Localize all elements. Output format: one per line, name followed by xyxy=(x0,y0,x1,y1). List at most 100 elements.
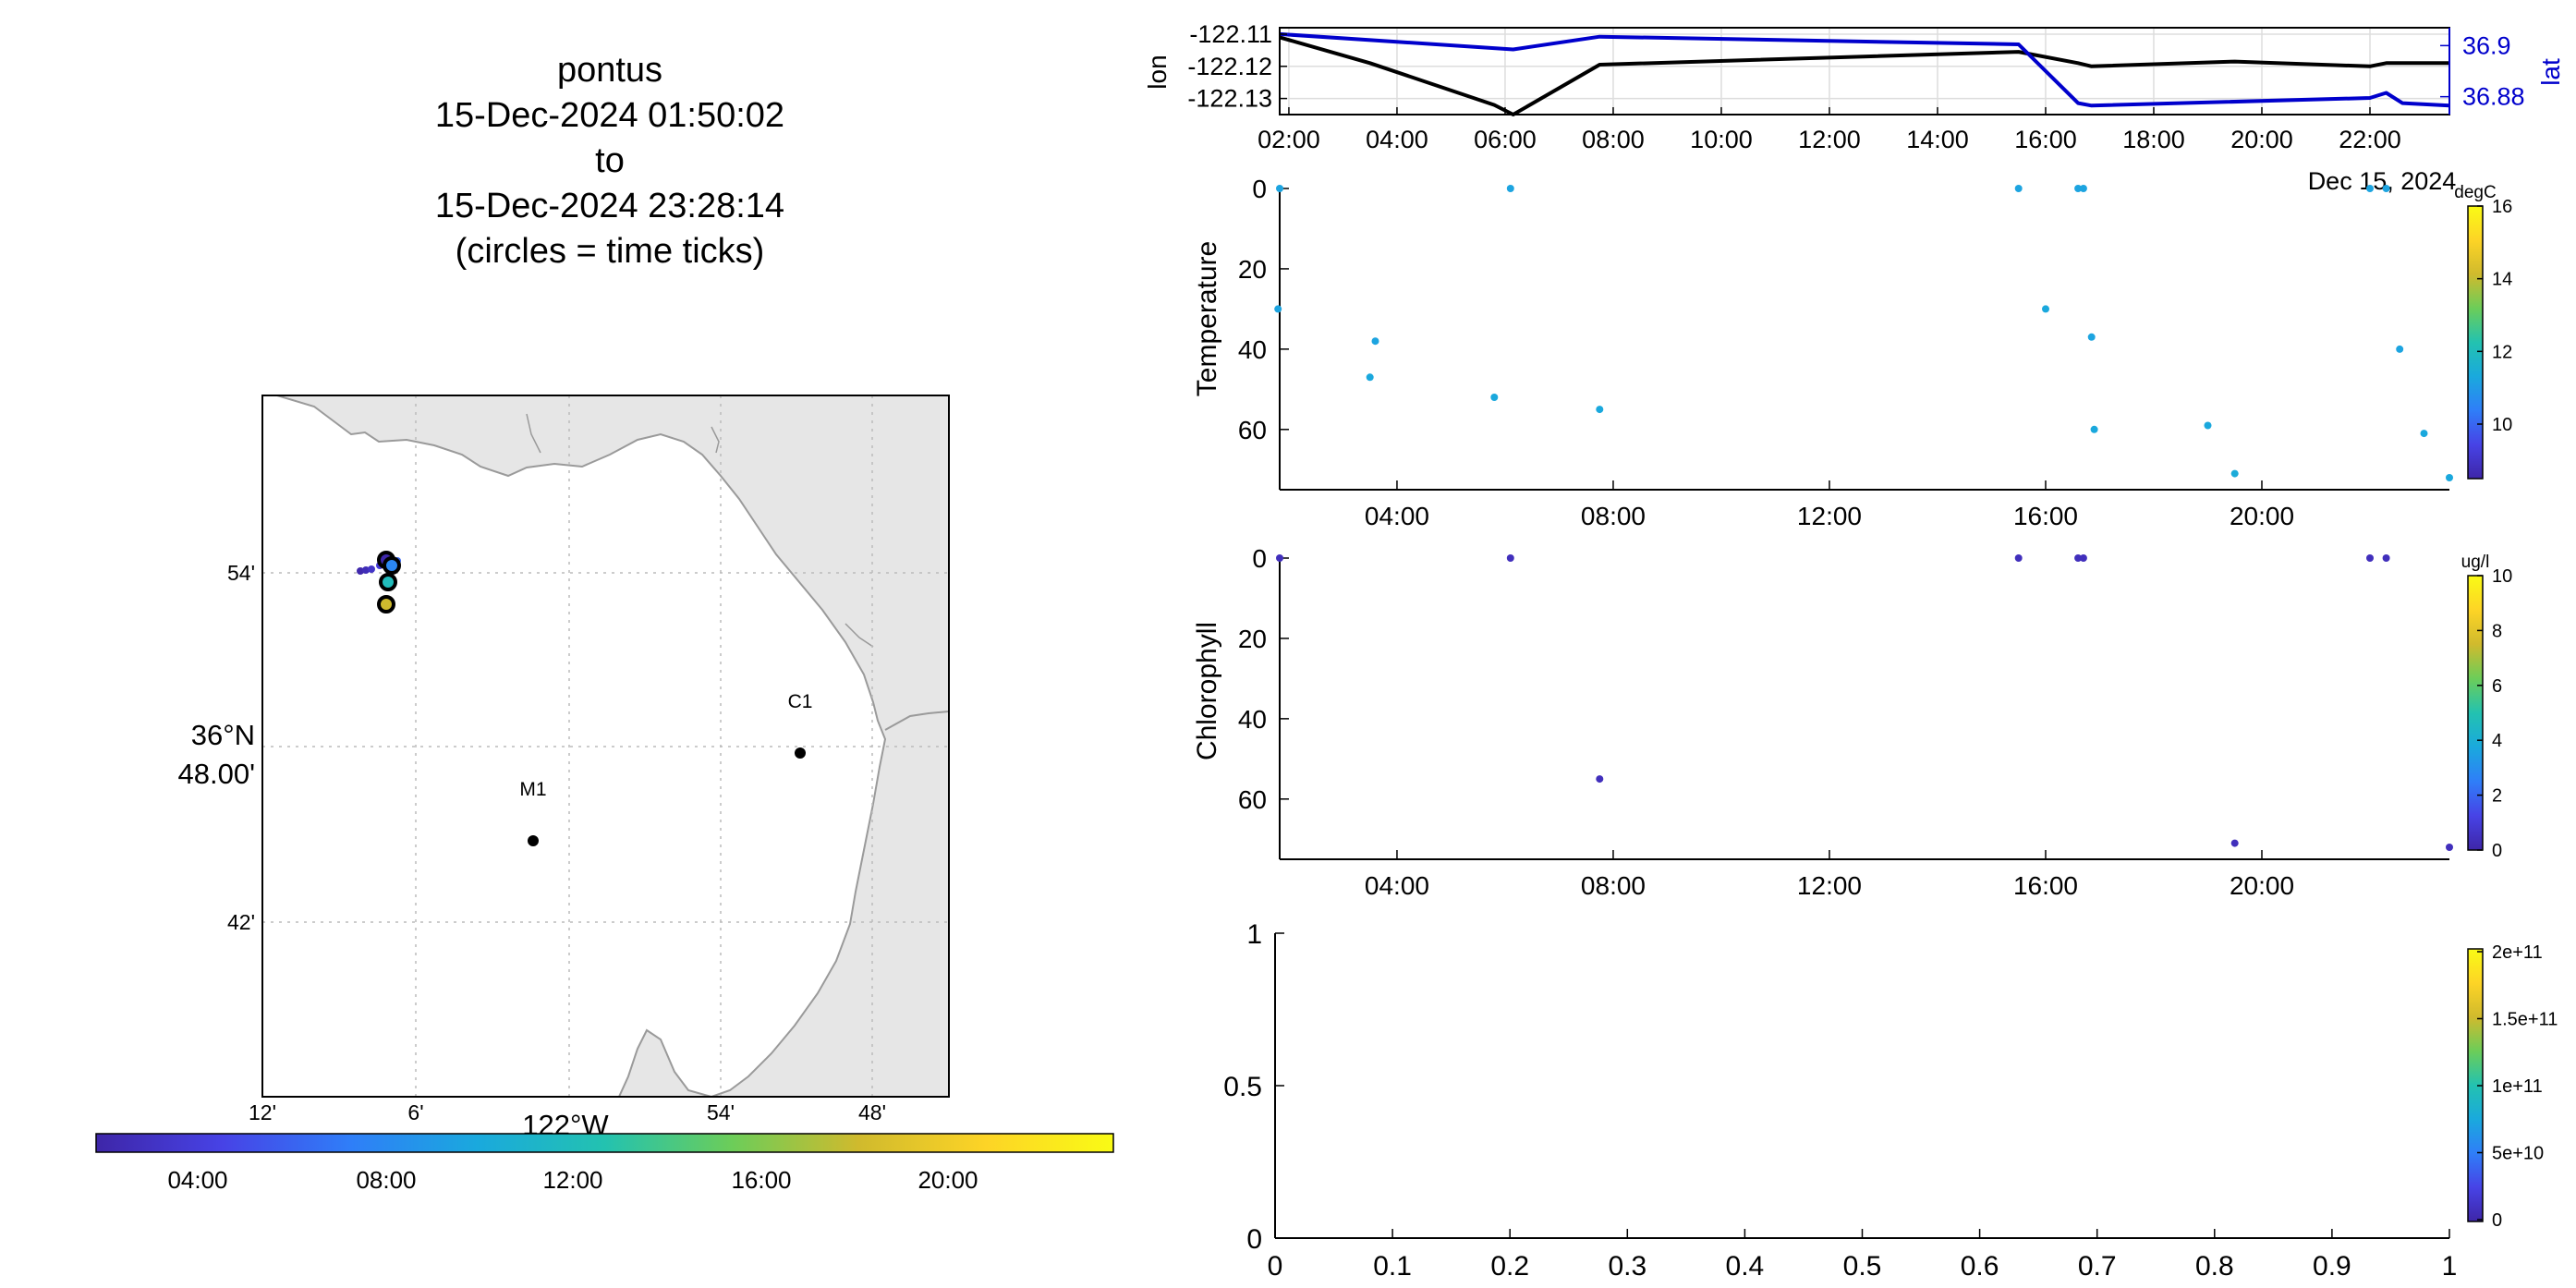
x-tick-label: 06:00 xyxy=(1474,126,1537,153)
empty-colorbar-tick-label: 1.5e+11 xyxy=(2492,1010,2558,1030)
temperature-colorbar-tick-label: 12 xyxy=(2492,342,2512,362)
x-tick-label: 02:00 xyxy=(1258,126,1320,153)
creek xyxy=(526,413,541,454)
x-tick-label: 0.8 xyxy=(2195,1251,2234,1282)
y-tick-label: 60 xyxy=(1238,416,1267,444)
temperature-colorbar-tick-label: 10 xyxy=(2492,415,2512,435)
x-tick-label: 04:00 xyxy=(1366,126,1428,153)
x-tick-label: 0 xyxy=(1268,1251,1283,1282)
time-colorbar-tick-label: 16:00 xyxy=(731,1166,791,1194)
temperature-point xyxy=(2079,185,2087,192)
x-tick-label: 0.3 xyxy=(1608,1251,1646,1282)
chlorophyll-points xyxy=(1276,554,2453,851)
time-tick-circle xyxy=(383,556,401,575)
time-colorbar-tick-label: 20:00 xyxy=(917,1166,978,1194)
y-tick-label: 0 xyxy=(1246,1224,1262,1255)
x-tick-label: 12:00 xyxy=(1797,502,1862,530)
x-tick-label: 22:00 xyxy=(2339,126,2401,153)
temperature-point xyxy=(1274,305,1282,313)
empty-colorbar-tick-label: 0 xyxy=(2492,1210,2502,1231)
chlorophyll-point xyxy=(2074,554,2083,562)
station-label: M1 xyxy=(519,779,546,800)
temperature-point xyxy=(2087,333,2096,341)
temperature-point xyxy=(2396,345,2404,353)
chlorophyll-point xyxy=(1276,554,1283,562)
x-tick-label: 08:00 xyxy=(1581,502,1646,530)
temperature-point xyxy=(2090,425,2098,433)
lon-tick-label: -122.11 xyxy=(1189,20,1272,48)
temperature-point xyxy=(1371,337,1379,346)
time-colorbar-tick-label: 08:00 xyxy=(356,1166,416,1194)
track-point xyxy=(357,567,364,575)
map-center-lat-label: 36°N xyxy=(191,719,255,751)
temperature-point xyxy=(1490,394,1499,401)
chlorophyll-colorbar-ticks: 10 8 6 4 2 0 xyxy=(2477,566,2512,861)
chlorophyll-point xyxy=(1506,554,1514,562)
x-tick-label: 04:00 xyxy=(1365,502,1429,530)
temperature-colorbar-ticks: 16 14 12 10 xyxy=(2477,197,2512,435)
station-label: C1 xyxy=(788,691,813,712)
x-tick-label: 0.1 xyxy=(1373,1251,1412,1282)
lonlat-ticks: 02:00 04:00 06:00 08:00 10:00 12:00 14:00 16:00… xyxy=(1187,20,2524,153)
y-tick-label: 20 xyxy=(1238,625,1267,653)
chlorophyll-point xyxy=(2446,844,2453,851)
creek-2 xyxy=(711,426,720,454)
x-tick-label: 20:00 xyxy=(2230,871,2294,900)
time-colorbar: 04:00 08:00 12:00 16:00 20:00 xyxy=(95,1133,1114,1194)
plot-title: pontus 15-Dec-2024 01:50:02 to 15-Dec-20… xyxy=(351,48,869,274)
x-tick-label: 16:00 xyxy=(2013,502,2078,530)
y-tick-label: 0 xyxy=(1252,175,1267,203)
empty-colorbar-tick-label: 1e+11 xyxy=(2492,1076,2543,1097)
station-marker xyxy=(795,747,806,759)
empty-colorbar-ticks: 2e+11 1.5e+11 1e+11 5e+10 0 xyxy=(2477,942,2558,1231)
time-tick-circle xyxy=(379,573,397,591)
x-tick-label: 10:00 xyxy=(1690,126,1753,153)
temperature-point xyxy=(2014,185,2023,192)
map-y-tick-label: 54' xyxy=(227,561,255,585)
temperature-axis-label: Temperature xyxy=(1192,241,1222,396)
chlorophyll-colorbar-tick-label: 6 xyxy=(2492,676,2502,697)
time-colorbar-tick-label: 04:00 xyxy=(167,1166,227,1194)
title-note: (circles = time ticks) xyxy=(455,232,765,271)
station-marker xyxy=(528,835,539,846)
title-to: to xyxy=(595,141,625,180)
chlorophyll-colorbar-tick-label: 0 xyxy=(2492,841,2502,861)
station-m1: M1 xyxy=(519,779,547,846)
lat-series-line xyxy=(1279,31,2450,108)
map-frame xyxy=(261,395,950,1098)
track-point xyxy=(362,566,370,574)
map-center-lat-minutes: 48.00' xyxy=(178,758,256,790)
temperature-axes: 0 20 40 60 04:00 08:00 12:00 16:00 20:00 xyxy=(1238,175,2449,530)
map-grid xyxy=(262,395,949,1097)
title-end-time: 15-Dec-2024 23:28:14 xyxy=(434,187,785,225)
lon-series-line xyxy=(1279,35,2449,116)
temperature-points xyxy=(1274,185,2453,481)
x-tick-label: 04:00 xyxy=(1365,871,1429,900)
chlorophyll-point xyxy=(2079,554,2087,562)
empty-panel-axes: 0 0.1 0.2 0.3 0.4 0.5 0.6 0.7 0.8 0.9 1 1 0.5 0 xyxy=(1223,919,2457,1282)
chlorophyll-axes: 0 20 40 60 04:00 08:00 12:00 16:00 20:00 xyxy=(1238,544,2449,900)
temperature-point xyxy=(1366,373,1374,382)
x-tick-label: 20:00 xyxy=(2230,502,2294,530)
lon-axis-label: lon xyxy=(1143,55,1172,89)
temperature-point xyxy=(2366,185,2374,192)
temperature-colorbar-tick-label: 16 xyxy=(2492,197,2512,217)
lat-axis-label: lat xyxy=(2536,58,2565,86)
empty-panel: 0 0.1 0.2 0.3 0.4 0.5 0.6 0.7 0.8 0.9 1 1 0.5 0 2e+11… xyxy=(1223,919,2558,1282)
lat-tick-label: 36.9 xyxy=(2462,31,2511,59)
map-x-tick-label: 48' xyxy=(858,1100,886,1124)
temperature-point xyxy=(2420,430,2428,438)
temperature-point xyxy=(1506,185,1514,192)
chlorophyll-colorbar-tick-label: 4 xyxy=(2492,731,2502,751)
x-tick-label: 12:00 xyxy=(1798,126,1861,153)
x-tick-label: 14:00 xyxy=(1906,126,1969,153)
lonlat-panel: 02:00 04:00 06:00 08:00 10:00 12:00 14:00 16:00… xyxy=(1143,20,2565,195)
y-tick-label: 20 xyxy=(1238,255,1267,284)
temperature-point xyxy=(2230,469,2239,478)
y-tick-label: 40 xyxy=(1238,335,1267,364)
map-x-tick-label: 54' xyxy=(707,1100,735,1124)
temperature-point xyxy=(2042,305,2049,313)
y-tick-label: 40 xyxy=(1238,705,1267,734)
station-c1: C1 xyxy=(788,691,813,759)
